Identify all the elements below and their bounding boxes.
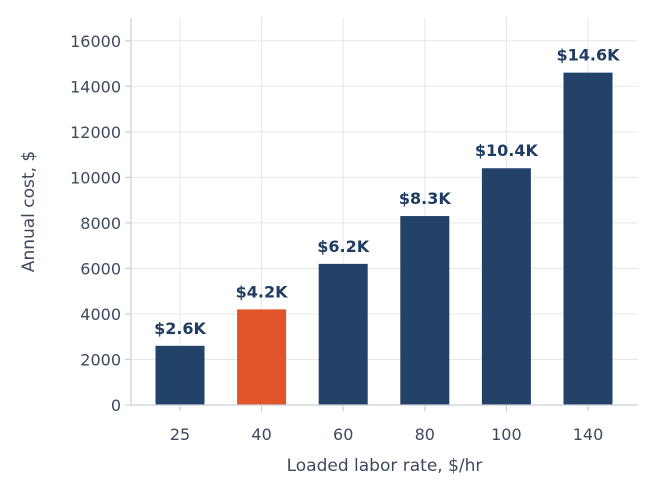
bars-group bbox=[155, 72, 613, 406]
y-tick-label: 6000 bbox=[80, 259, 121, 278]
data-label-100: $10.4K bbox=[475, 141, 539, 160]
x-tick-label: 140 bbox=[573, 425, 604, 444]
y-tick-label: 4000 bbox=[80, 305, 121, 324]
x-tick-label: 40 bbox=[251, 425, 271, 444]
y-tick-label: 0 bbox=[111, 396, 121, 415]
y-ticks-group: 0 2000 4000 6000 8000 10000 12000 14000 16000 bbox=[70, 32, 131, 415]
y-tick-label: 16000 bbox=[70, 32, 121, 51]
data-label-140: $14.6K bbox=[556, 46, 620, 65]
bar-100 bbox=[481, 168, 531, 405]
bar-140 bbox=[563, 72, 613, 406]
data-label-80: $8.3K bbox=[399, 189, 451, 208]
y-tick-label: 14000 bbox=[70, 77, 121, 96]
y-tick-label: 8000 bbox=[80, 214, 121, 233]
data-label-40: $4.2K bbox=[236, 282, 288, 301]
bar-60 bbox=[318, 263, 368, 405]
data-label-25: $2.6K bbox=[154, 319, 206, 338]
x-tick-label: 25 bbox=[170, 425, 190, 444]
x-tick-label: 60 bbox=[333, 425, 353, 444]
x-axis-title: Loaded labor rate, $/hr bbox=[287, 456, 483, 476]
axes-group bbox=[130, 18, 638, 406]
bar-80 bbox=[400, 216, 450, 405]
x-tick-label: 100 bbox=[491, 425, 522, 444]
y-tick-label: 2000 bbox=[80, 350, 121, 369]
x-ticks-group: 25 40 60 80 100 140 bbox=[170, 405, 603, 444]
y-axis-title: Annual cost, $ bbox=[19, 151, 39, 272]
data-labels-group: $2.6K $4.2K $6.2K $8.3K $10.4K $14.6K bbox=[154, 46, 620, 338]
bar-25 bbox=[155, 345, 205, 405]
x-tick-label: 80 bbox=[415, 425, 435, 444]
bar-40 bbox=[237, 309, 287, 405]
y-tick-label: 10000 bbox=[70, 168, 121, 187]
y-tick-label: 12000 bbox=[70, 123, 121, 142]
grid-lines bbox=[131, 18, 638, 406]
data-label-60: $6.2K bbox=[317, 237, 369, 256]
